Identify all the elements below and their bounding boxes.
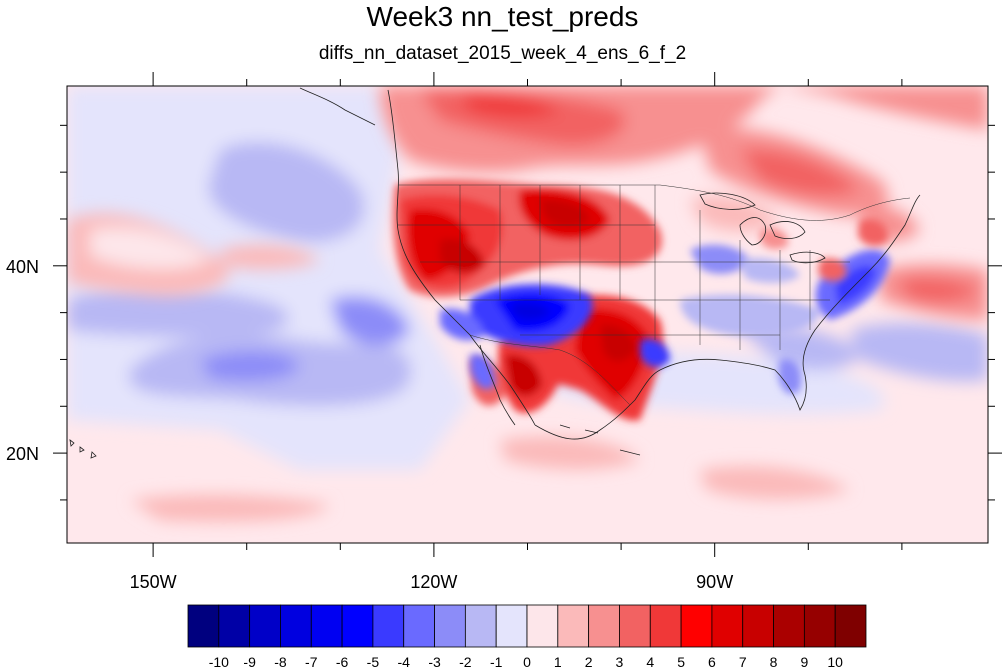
colorbar-swatch (834, 604, 867, 648)
plot-title: Week3 nn_test_preds (366, 1, 639, 32)
colorbar-swatch (803, 604, 836, 648)
canada-positive-anomalies (380, 86, 988, 320)
x-tick-label: 120W (410, 572, 457, 592)
colorbar-swatch (742, 604, 774, 648)
colorbar-swatch (403, 604, 435, 648)
colorbar-label: -8 (274, 654, 287, 670)
colorbar-label: -5 (367, 654, 380, 670)
colorbar-label: -6 (336, 654, 349, 670)
colorbar-label: 9 (800, 654, 808, 670)
colorbar-swatch (711, 604, 744, 648)
pacific-positive-anomalies (67, 213, 850, 522)
map-axis-ticks (53, 72, 1002, 557)
colorbar-label: 0 (523, 654, 531, 670)
colorbar-swatch (372, 604, 405, 648)
colorbar-swatch (680, 604, 713, 648)
us-canada-border-east (659, 184, 911, 221)
colorbar-swatch (619, 604, 651, 648)
colorbar-label: -10 (209, 654, 229, 670)
colorbar-swatch (526, 604, 559, 648)
western-us-positive-anomalies (393, 179, 662, 297)
colorbar-label: -9 (243, 654, 256, 670)
colorbar-swatch (280, 604, 312, 648)
x-tick-label: 90W (696, 572, 733, 592)
lake-superior (699, 192, 756, 210)
colorbar-swatch (495, 604, 528, 648)
colorbar-swatch (557, 604, 590, 648)
pacific-coastline (387, 89, 536, 426)
colorbar-label: -2 (459, 654, 472, 670)
colorbar-label: 5 (677, 654, 685, 670)
baja-coastline (479, 344, 516, 426)
colorbar-label: 6 (708, 654, 716, 670)
colorbar-label: 8 (770, 654, 778, 670)
colorbar-swatch (434, 604, 466, 648)
state-borders-horizontal (398, 224, 850, 336)
lake-michigan (739, 217, 767, 246)
colorbar-label: 2 (585, 654, 593, 670)
colorbar-swatch (649, 604, 682, 648)
colorbar-swatch (187, 604, 220, 648)
colorbar-swatch (341, 604, 374, 648)
y-tick-label: 20N (6, 444, 39, 464)
colorbar-label: -4 (398, 654, 411, 670)
colorbar-label: 3 (616, 654, 624, 670)
colorbar-swatch (218, 604, 251, 648)
map-axis-labels: 150W 120W 90W 20N 40N (6, 257, 733, 592)
colorbar-label: -3 (428, 654, 441, 670)
colorbar-label: 4 (646, 654, 654, 670)
lake-huron (769, 221, 806, 240)
colorbar-swatch (773, 604, 805, 648)
colorbar-swatch (310, 604, 343, 648)
colorbar-swatch (249, 604, 281, 648)
y-tick-label: 40N (6, 257, 39, 277)
map-field (67, 86, 988, 543)
colorbar-label: -1 (490, 654, 503, 670)
colorbar-label: 10 (827, 654, 843, 670)
coastlines (69, 87, 921, 459)
alaska-coastline (299, 87, 376, 126)
state-borders (398, 184, 911, 406)
eastern-us-positive-anomalies (760, 218, 889, 282)
eastern-us-negative-anomalies (680, 244, 890, 395)
colorbar-label: -7 (305, 654, 318, 670)
colorbar-swatch (464, 604, 497, 648)
caribbean-coast (559, 424, 641, 456)
x-tick-label: 150W (130, 572, 177, 592)
colorbar-swatch (588, 604, 620, 648)
colorbar-label: 7 (739, 654, 747, 670)
hawaii-islands (69, 439, 97, 459)
colorbar: -10 -9 -8 -7 -6 -5 -4 -3 -2 -1 0 1 2 3 4 5 6 7 8 9 10 (187, 604, 867, 670)
us-mexico-border (469, 334, 631, 406)
pacific-negative-anomalies (67, 86, 988, 470)
colorbar-label: 1 (554, 654, 562, 670)
atlantic-gulf-coastline (534, 194, 921, 440)
plot-subtitle: diffs_nn_dataset_2015_week_4_ens_6_f_2 (318, 43, 687, 64)
